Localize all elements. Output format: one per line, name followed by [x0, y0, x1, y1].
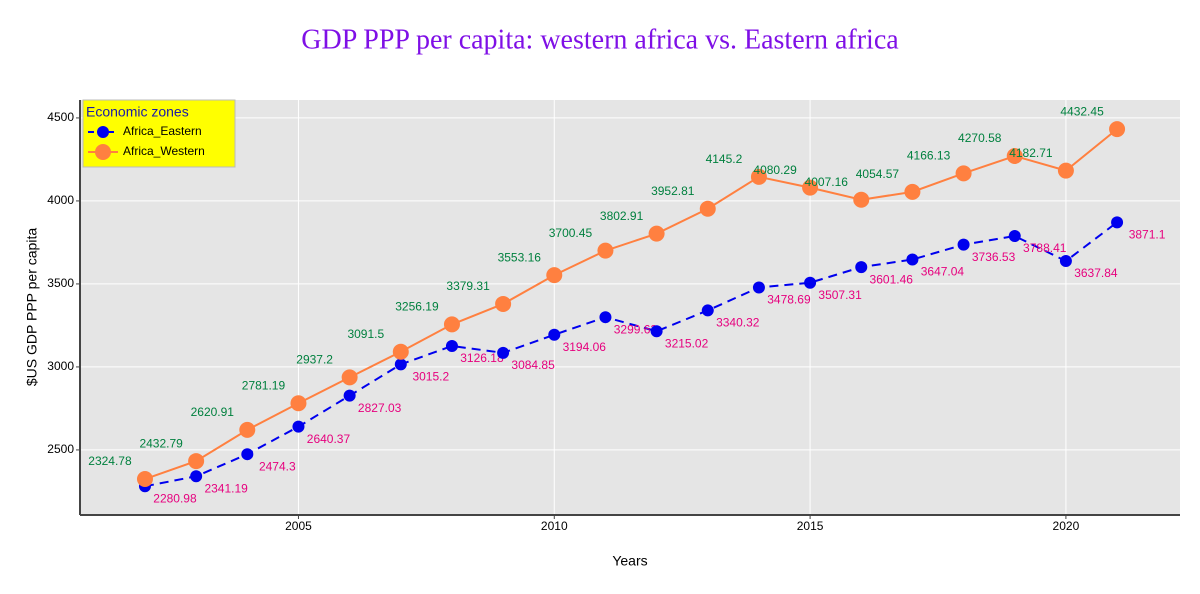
data-label: 2280.98: [153, 491, 197, 505]
legend-label: Africa_Western: [123, 144, 205, 158]
marker: [1057, 162, 1074, 179]
legend-marker: [95, 144, 111, 160]
data-label: 3952.81: [651, 184, 695, 198]
marker: [599, 311, 612, 324]
data-label: 3871.1: [1129, 227, 1166, 241]
marker: [292, 420, 305, 433]
legend-title: Economic zones: [86, 104, 189, 120]
marker: [648, 225, 665, 242]
data-label: 3647.04: [921, 265, 965, 279]
marker: [239, 421, 256, 438]
y-tick-label: 3500: [47, 276, 74, 290]
marker: [752, 281, 765, 294]
data-label: 2341.19: [204, 481, 248, 495]
y-axis-title: $US GDP PPP per capita: [24, 228, 40, 386]
data-label: 3015.2: [412, 370, 449, 384]
data-label: 4182.71: [1009, 146, 1053, 160]
data-label: 3091.5: [347, 327, 384, 341]
data-label: 3553.16: [498, 250, 542, 264]
marker: [1111, 216, 1124, 229]
marker: [445, 339, 458, 352]
data-label: 3507.31: [818, 288, 862, 302]
marker: [241, 448, 254, 461]
marker: [190, 470, 203, 483]
y-tick-label: 3000: [47, 359, 74, 373]
data-label: 4007.16: [805, 175, 849, 189]
marker: [804, 276, 817, 289]
data-label: 3802.91: [600, 209, 644, 223]
data-label: 4166.13: [907, 149, 951, 163]
marker: [443, 316, 460, 333]
marker: [701, 304, 714, 317]
series-line: [144, 128, 1118, 480]
marker: [904, 183, 921, 200]
data-label: 2827.03: [358, 401, 402, 415]
series-line: [144, 221, 1118, 488]
y-tick-label: 4500: [47, 110, 74, 124]
data-label: 3126.18: [460, 351, 504, 365]
data-label: 3084.85: [511, 358, 555, 372]
marker: [906, 253, 919, 266]
data-label: 2937.2: [296, 353, 333, 367]
x-tick-label: 2020: [1053, 519, 1080, 533]
y-tick-label: 4000: [47, 193, 74, 207]
x-tick-label: 2015: [797, 519, 824, 533]
data-label: 4080.29: [753, 163, 797, 177]
marker: [1008, 230, 1021, 243]
data-label: 3194.06: [563, 340, 607, 354]
marker: [188, 453, 205, 470]
marker: [955, 165, 972, 182]
marker: [548, 328, 561, 341]
marker: [597, 242, 614, 259]
marker: [957, 238, 970, 251]
data-label: 3637.84: [1074, 266, 1118, 280]
data-label: 3340.32: [716, 316, 760, 330]
data-label: 2781.19: [242, 378, 286, 392]
marker: [495, 295, 512, 312]
data-label: 3215.02: [665, 336, 709, 350]
marker: [497, 346, 510, 359]
marker: [394, 358, 407, 371]
marker: [1059, 255, 1072, 268]
data-label: 3256.19: [395, 300, 439, 314]
data-label: 3700.45: [549, 226, 593, 240]
data-label: 4054.57: [856, 167, 900, 181]
data-label: 3736.53: [972, 250, 1016, 264]
marker: [136, 471, 153, 488]
data-label: 2620.91: [191, 405, 235, 419]
data-label: 3299.63: [614, 322, 658, 336]
data-label: 4145.2: [706, 152, 743, 166]
marker: [855, 261, 868, 274]
x-axis-title: Years: [612, 553, 647, 569]
data-label: 3478.69: [767, 293, 811, 307]
marker: [546, 267, 563, 284]
legend-label: Africa_Eastern: [123, 124, 202, 138]
marker: [343, 389, 356, 402]
data-label: 2640.37: [307, 432, 351, 446]
data-label: 2474.3: [259, 459, 296, 473]
marker: [802, 179, 819, 196]
marker: [392, 343, 409, 360]
y-tick-label: 2500: [47, 442, 74, 456]
marker: [750, 168, 767, 185]
marker: [650, 325, 663, 338]
marker: [1006, 148, 1023, 165]
data-label: 4432.45: [1060, 104, 1104, 118]
data-label: 3601.46: [870, 272, 914, 286]
data-label: 4270.58: [958, 131, 1002, 145]
data-label: 2432.79: [139, 436, 183, 450]
x-tick-label: 2005: [285, 519, 312, 533]
legend-marker: [97, 126, 109, 138]
marker: [290, 395, 307, 412]
chart-title: GDP PPP per capita: western africa vs. E…: [301, 24, 899, 55]
x-tick-label: 2010: [541, 519, 568, 533]
marker: [699, 200, 716, 217]
marker: [341, 369, 358, 386]
marker: [853, 191, 870, 208]
data-label: 3379.31: [446, 279, 490, 293]
data-label: 3788.41: [1023, 241, 1067, 255]
data-label: 2324.78: [88, 454, 132, 468]
marker: [1109, 121, 1126, 138]
